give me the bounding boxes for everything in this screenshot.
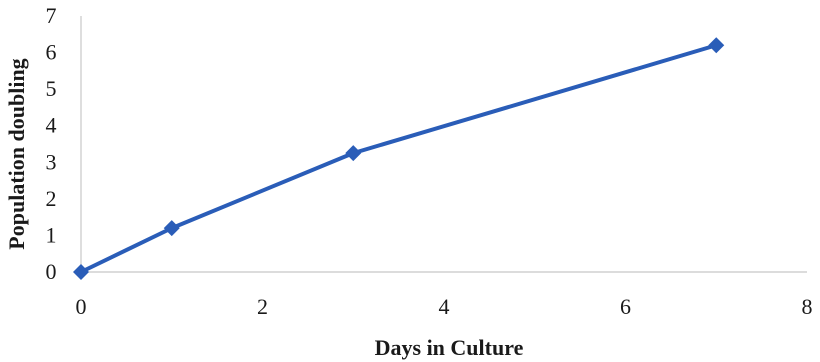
data-point-marker <box>163 220 180 237</box>
x-tick-label: 6 <box>620 294 631 319</box>
y-tick-label: 5 <box>46 76 57 101</box>
data-point-marker <box>345 145 362 162</box>
x-axis-ticks: 0 2 4 6 8 <box>76 294 813 319</box>
y-tick-label: 4 <box>46 113 57 138</box>
series-layer <box>73 37 725 280</box>
x-tick-label: 0 <box>76 294 87 319</box>
y-tick-label: 0 <box>46 259 57 284</box>
x-tick-label: 4 <box>439 294 450 319</box>
y-tick-label: 6 <box>46 40 57 65</box>
y-axis-ticks: 0 1 2 3 4 5 6 7 <box>46 3 57 284</box>
y-tick-label: 7 <box>46 3 57 28</box>
series-line <box>79 43 719 274</box>
y-tick-label: 3 <box>46 149 57 174</box>
data-point-marker <box>73 264 89 280</box>
x-tick-label: 8 <box>802 294 813 319</box>
y-tick-label: 2 <box>46 186 57 211</box>
x-tick-label: 2 <box>257 294 268 319</box>
x-axis-title: Days in Culture <box>375 335 524 360</box>
y-tick-label: 1 <box>46 222 57 247</box>
y-axis-title: Population doubling <box>4 58 29 249</box>
data-point-marker <box>708 37 725 54</box>
